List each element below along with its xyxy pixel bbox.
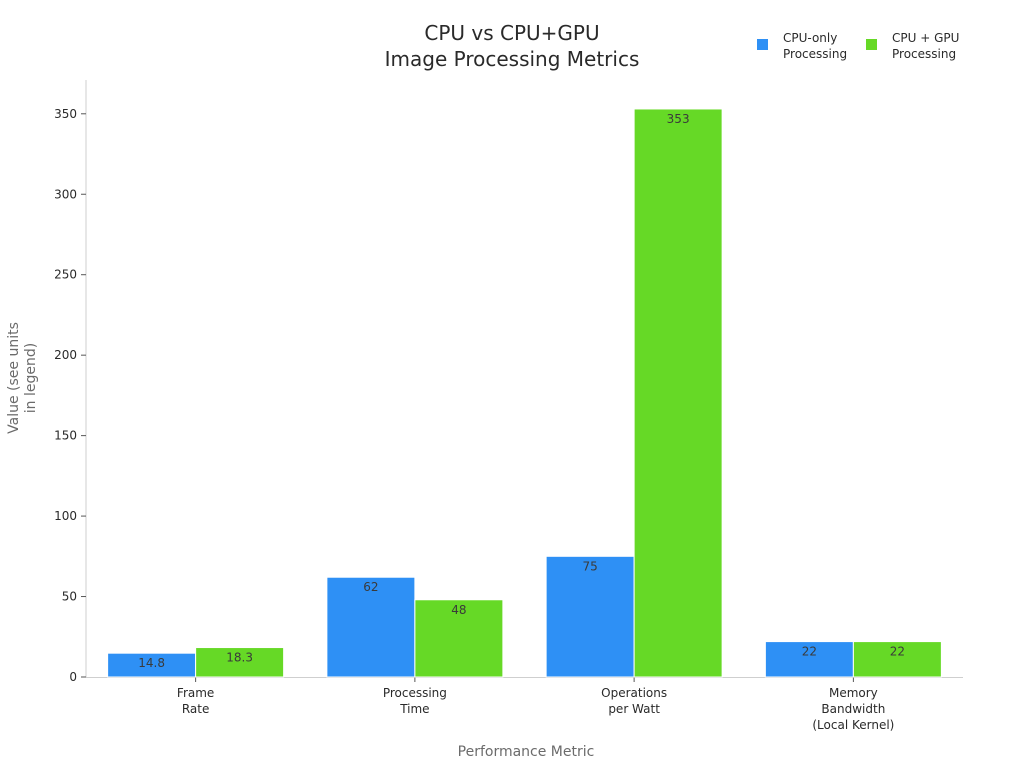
y-tick-label: 300 (54, 187, 77, 201)
legend-swatch (866, 39, 877, 50)
legend: CPU-only Processing CPU + GPU Processing (757, 31, 959, 61)
bar (545, 555, 635, 678)
x-tick-label: Processing Time (383, 686, 447, 716)
x-tick-label: Operations per Watt (601, 686, 667, 716)
x-tick-label-line: Operations (601, 686, 667, 700)
bar-value-label: 353 (667, 112, 690, 126)
axes: 0 50 100 150 200 250 300 350 Value (see unitsin … (6, 80, 963, 760)
x-axis-title: Performance Metric (458, 744, 595, 760)
bar (414, 599, 504, 678)
x-tick-label-line: Bandwidth (821, 702, 885, 716)
y-tick-label: 50 (62, 590, 77, 604)
legend-swatch (757, 39, 768, 50)
data-labels: 14.8 18.3 62 48 75 353 22 22 (138, 112, 905, 670)
legend-item: CPU + GPU Processing (866, 31, 959, 61)
bar-value-label: 62 (363, 580, 378, 594)
legend-item: CPU-only Processing (757, 31, 847, 61)
legend-label: CPU-only (783, 31, 837, 45)
x-tick-label-line: Processing (383, 686, 447, 700)
bar (326, 576, 416, 678)
y-axis-title: Value (see unitsin legend) (6, 322, 39, 434)
y-tick-label: 150 (54, 429, 77, 443)
bar-value-label: 48 (451, 603, 466, 617)
bar (764, 641, 854, 678)
legend-label: CPU + GPU (892, 31, 959, 45)
legend-label: Processing (892, 47, 956, 61)
x-tick-label-line: (Local Kernel) (812, 718, 894, 732)
chart-title-line: Image Processing Metrics (385, 47, 640, 71)
y-tick-label: 100 (54, 509, 77, 523)
chart-title-line: CPU vs CPU+GPU (424, 21, 599, 45)
bar (633, 108, 723, 678)
y-tick-label: 0 (69, 670, 77, 684)
y-tick-label: 200 (54, 348, 77, 362)
bar-value-label: 18.3 (226, 651, 253, 665)
y-axis-title-line: in legend) (23, 343, 39, 413)
bar-value-label: 22 (802, 645, 817, 659)
legend-label: Processing (783, 47, 847, 61)
x-tick-label: Memory Bandwidth (Local Kernel) (812, 686, 894, 732)
y-tick-label: 350 (54, 107, 77, 121)
x-tick-label-line: Time (399, 702, 429, 716)
bar (852, 641, 942, 678)
x-tick-label-line: per Watt (608, 702, 660, 716)
y-axis-title-line: Value (see units (6, 322, 22, 434)
bar-value-label: 75 (582, 559, 597, 573)
x-tick-label: Frame Rate (177, 686, 214, 716)
bar-value-label: 22 (890, 645, 905, 659)
x-tick-label-line: Memory (829, 686, 878, 700)
y-tick-label: 250 (54, 268, 77, 282)
x-tick-label-line: Rate (182, 702, 210, 716)
bars (107, 108, 942, 678)
bar-value-label: 14.8 (138, 656, 165, 670)
bar (195, 647, 285, 678)
x-tick-label-line: Frame (177, 686, 214, 700)
